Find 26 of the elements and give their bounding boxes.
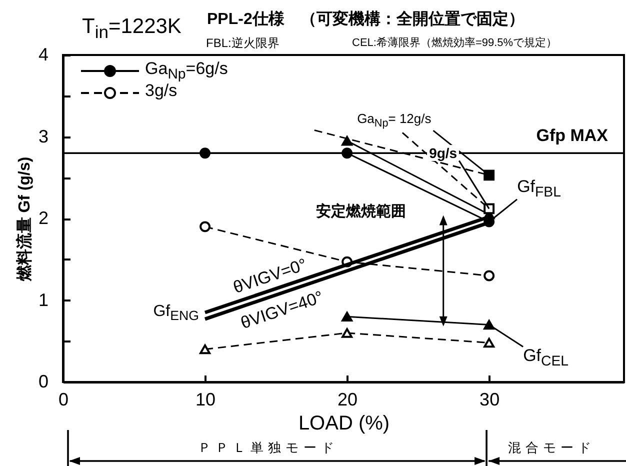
y-tick-label: 0 bbox=[38, 372, 48, 392]
annotation: 9g/s bbox=[427, 144, 460, 161]
x-tick-label: 30 bbox=[480, 390, 500, 410]
annotation: 安定燃焼範囲 bbox=[316, 203, 406, 220]
x-tick-label: 20 bbox=[338, 390, 358, 410]
legend-label: 3g/s bbox=[145, 81, 178, 100]
y-tick-label: 2 bbox=[38, 208, 48, 228]
x-tick-label: 10 bbox=[196, 390, 216, 410]
chart-title: PPL-2仕様 （可変機構：全開位置で固定） bbox=[207, 11, 524, 28]
y-tick-label: 1 bbox=[38, 290, 48, 310]
legend-label: Ga$_{Np}$=6g/s bbox=[145, 59, 228, 82]
annotation: Ga$_{Np}$= 12g/s bbox=[355, 111, 434, 131]
text: CEL:希薄限界（燃焼効率=99.5%で規定） bbox=[352, 37, 558, 49]
text: ＰＰＬ単独モード bbox=[198, 440, 338, 455]
text: 混合モード bbox=[508, 440, 596, 455]
x-tick-label: 0 bbox=[58, 390, 69, 410]
annotation: Gf$_{FBL}$ bbox=[517, 176, 561, 200]
x-axis-title: LOAD (%) bbox=[298, 412, 390, 434]
text: FBL:逆火限界 bbox=[206, 36, 280, 50]
y-axis-title: 燃料流量 Gf (g/s) bbox=[14, 156, 34, 282]
text: T$_{in}$=1223K bbox=[82, 15, 182, 42]
y-tick-label: 3 bbox=[38, 126, 48, 146]
annotation: Gf$_{ENG}$ bbox=[153, 302, 200, 323]
y-tick-label: 4 bbox=[38, 44, 48, 64]
ref-line-label: Gfp MAX bbox=[536, 126, 608, 146]
annotation: Gf$_{CEL}$ bbox=[523, 346, 569, 370]
